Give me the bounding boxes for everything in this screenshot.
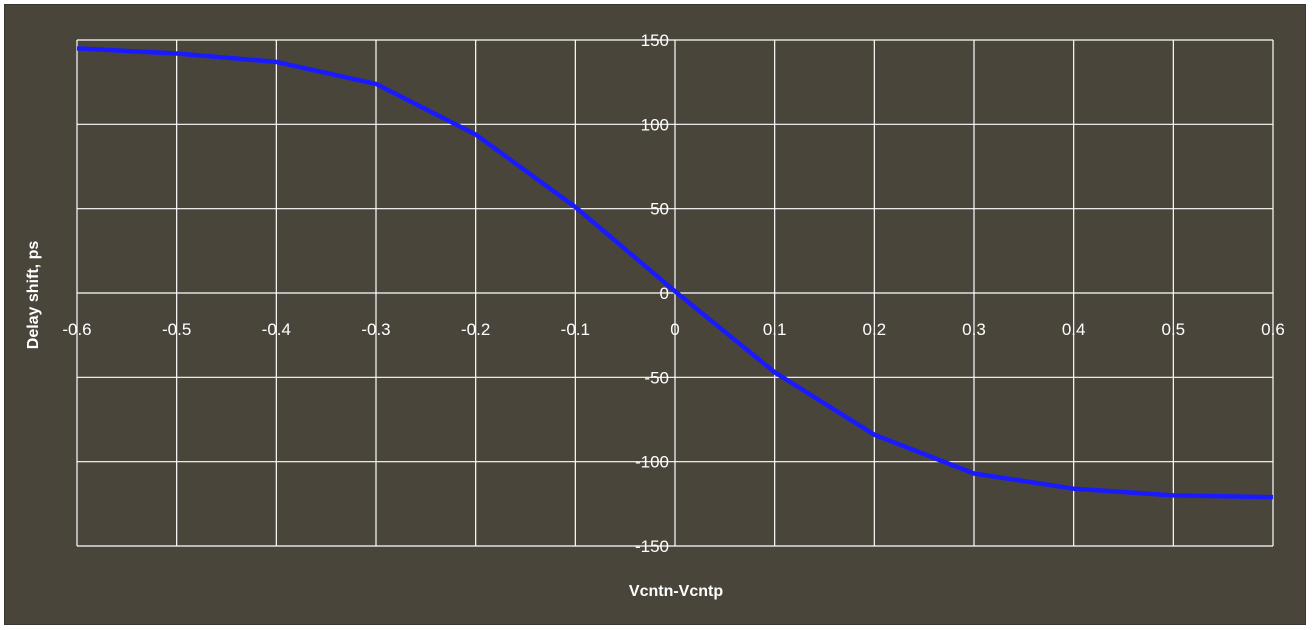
x-tick-label: -0.2	[461, 320, 490, 339]
x-axis-title: Vcntn-Vcntp	[629, 583, 723, 600]
y-tick-label: -100	[635, 453, 669, 472]
x-tick-label: -0.3	[361, 320, 390, 339]
y-tick-label: -150	[635, 537, 669, 556]
series-line	[76, 46, 1274, 500]
series-layer	[76, 46, 1274, 500]
x-tick-label: -0.1	[561, 320, 590, 339]
x-tick-label: 0.2	[863, 320, 887, 339]
y-tick-label: -50	[644, 368, 669, 387]
grid-lines	[76, 39, 1274, 547]
x-tick-label: 0.5	[1162, 320, 1186, 339]
x-tick-label: 0.3	[962, 320, 986, 339]
x-tick-label: -0.6	[62, 320, 91, 339]
tick-labels: 150 100 50 0 -50 -100 -150 -0.6 -0.5 -0.4 -0.3 -0.2…	[62, 31, 1284, 556]
x-tick-label: 0.4	[1062, 320, 1086, 339]
y-tick-label: 150	[641, 31, 669, 50]
x-tick-label: 0	[670, 320, 679, 339]
x-tick-label: 0.6	[1261, 320, 1285, 339]
x-tick-label: -0.5	[162, 320, 191, 339]
x-tick-label: 0.1	[763, 320, 787, 339]
y-tick-label: 0	[660, 284, 669, 303]
chart-frame	[4, 4, 1306, 625]
y-tick-label: 50	[650, 200, 669, 219]
x-tick-label: -0.4	[262, 320, 291, 339]
y-axis-title: Delay shift, ps	[25, 241, 42, 350]
y-tick-label: 100	[641, 115, 669, 134]
